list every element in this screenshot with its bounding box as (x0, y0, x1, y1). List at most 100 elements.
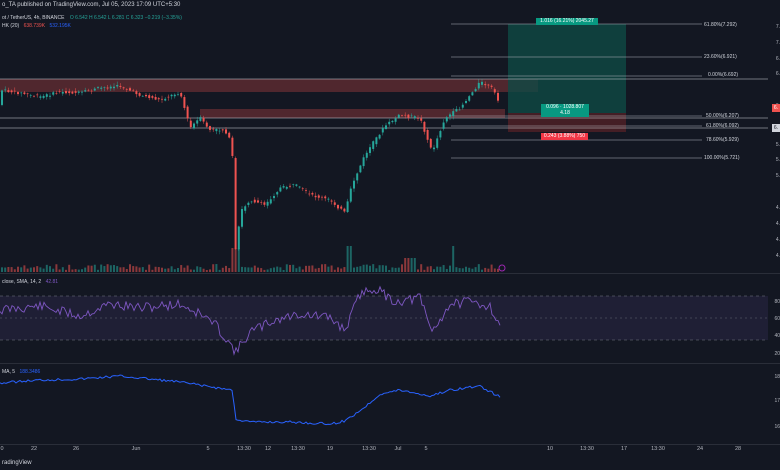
volume-bar (260, 268, 263, 272)
time-axis-label: 24 (696, 446, 704, 452)
volume-bar (301, 269, 304, 272)
indicator-legend[interactable]: HK (20) 638.739K 532.195K (2, 23, 71, 29)
volume-bar (119, 267, 122, 272)
volume-bar (170, 266, 173, 272)
volume-bar (202, 268, 205, 272)
candle-body (401, 115, 403, 116)
candle-body (77, 91, 80, 93)
volume-bar (36, 266, 39, 272)
candle-body (23, 92, 26, 95)
candle-body (36, 94, 39, 96)
candle-body (122, 87, 125, 89)
resistance-zone-lower (200, 109, 505, 118)
rsi-axis-label: 60 (774, 316, 780, 322)
candle-body (490, 85, 493, 87)
pane-divider-2[interactable] (0, 363, 780, 364)
volume-bar (401, 264, 403, 272)
volume-bar (375, 268, 378, 272)
current-price-flag[interactable]: 6. (772, 124, 780, 132)
price-axis-label: 5. (775, 142, 780, 148)
volume-bar (100, 264, 103, 272)
volume-bar (55, 264, 58, 272)
volume-bar (497, 268, 499, 272)
symbol-name[interactable]: ot / TetherUS, 4h, BINANCE (2, 15, 65, 21)
volume-bar (468, 267, 471, 272)
volume-bar (10, 267, 13, 272)
candle-body (183, 97, 186, 108)
volume-bar (397, 267, 400, 272)
entry-label-line1: 0.096 · 1028.807 (546, 104, 584, 110)
volume-bar (74, 269, 77, 272)
time-axis-label: 13:30 (291, 446, 305, 452)
last-bar-marker[interactable] (498, 264, 506, 272)
wma-line (0, 374, 501, 426)
price-axis[interactable]: 7.7.6.6.6.5.5.5.4.4.4.4.6.6.806040201817… (770, 0, 780, 470)
volume-bar (311, 265, 314, 272)
candle-body (138, 93, 141, 96)
fib-label-5: 61.80%(6.092) (706, 123, 739, 129)
candle-body (385, 125, 387, 129)
price-chart[interactable] (0, 0, 780, 272)
volume-bar (429, 266, 432, 272)
volume-bar (93, 264, 96, 272)
volume-bar (340, 268, 343, 272)
volume-bar (388, 269, 391, 272)
candle-body (477, 82, 480, 89)
candle-body (20, 92, 23, 94)
rsi-legend[interactable]: close, SMA, 14, 2 42.81 (2, 279, 58, 285)
volume-bar (282, 269, 285, 272)
rsi-pane[interactable] (0, 274, 780, 362)
current-price-flag[interactable]: 6. (772, 104, 780, 112)
candle-body (468, 96, 471, 101)
rsi-label[interactable]: close, SMA, 14, 2 (2, 279, 42, 285)
target-label[interactable]: 1.016 (16.21%) 2045.27 (536, 18, 598, 25)
time-axis-label: 13:30 (580, 446, 594, 452)
volume-bar (413, 258, 416, 272)
volume-bar (205, 269, 208, 272)
wma-legend[interactable]: MA, 5 188.3486 (2, 369, 40, 375)
indicator-value-1: 638.739K (23, 23, 46, 29)
candlesticks (1, 79, 499, 251)
target-zone (508, 24, 626, 113)
volume-bar (81, 269, 83, 272)
candle-body (58, 91, 61, 93)
volume-bar (29, 267, 32, 272)
pane-divider-1[interactable] (0, 273, 780, 274)
candle-body (90, 90, 93, 92)
candle-body (129, 88, 131, 91)
wma-pane[interactable] (0, 364, 780, 444)
candle-body (253, 199, 256, 203)
volume-bar (346, 246, 349, 272)
time-axis-label: 12 (264, 446, 272, 452)
candle-body (353, 180, 355, 189)
symbol-legend[interactable]: ot / TetherUS, 4h, BINANCE O 6.542 H 6.5… (2, 15, 182, 21)
candle-body (81, 91, 83, 93)
candle-body (231, 137, 234, 156)
candle-body (458, 109, 461, 111)
price-axis-label: 4. (775, 253, 780, 259)
indicator-name[interactable]: HK (20) (2, 23, 20, 29)
entry-label[interactable]: 0.096 · 1028.807 4.18 (541, 104, 589, 117)
volume-bar (49, 266, 51, 272)
volume-bar (58, 269, 61, 272)
candle-body (257, 200, 259, 203)
candle-body (52, 92, 55, 95)
candle-body (74, 91, 77, 93)
volume-bar (148, 264, 151, 272)
candle-body (45, 94, 48, 97)
volume-bar (132, 266, 135, 272)
candle-body (365, 152, 368, 158)
stop-label[interactable]: 0.243 (3.88%) 750 (541, 133, 588, 140)
volume-bar (250, 267, 253, 272)
wma-label[interactable]: MA, 5 (2, 369, 16, 375)
publish-header: o_TA published on TradingView.com, Jul 0… (2, 2, 181, 8)
volume-bar (269, 268, 272, 272)
volume-bar (458, 268, 461, 272)
volume-bar (449, 265, 451, 272)
volume-bar (273, 267, 275, 272)
volume-bar (452, 246, 455, 272)
candle-body (177, 94, 179, 95)
volume-bar (228, 268, 231, 272)
volume-bar (461, 268, 464, 272)
candle-body (436, 138, 439, 148)
